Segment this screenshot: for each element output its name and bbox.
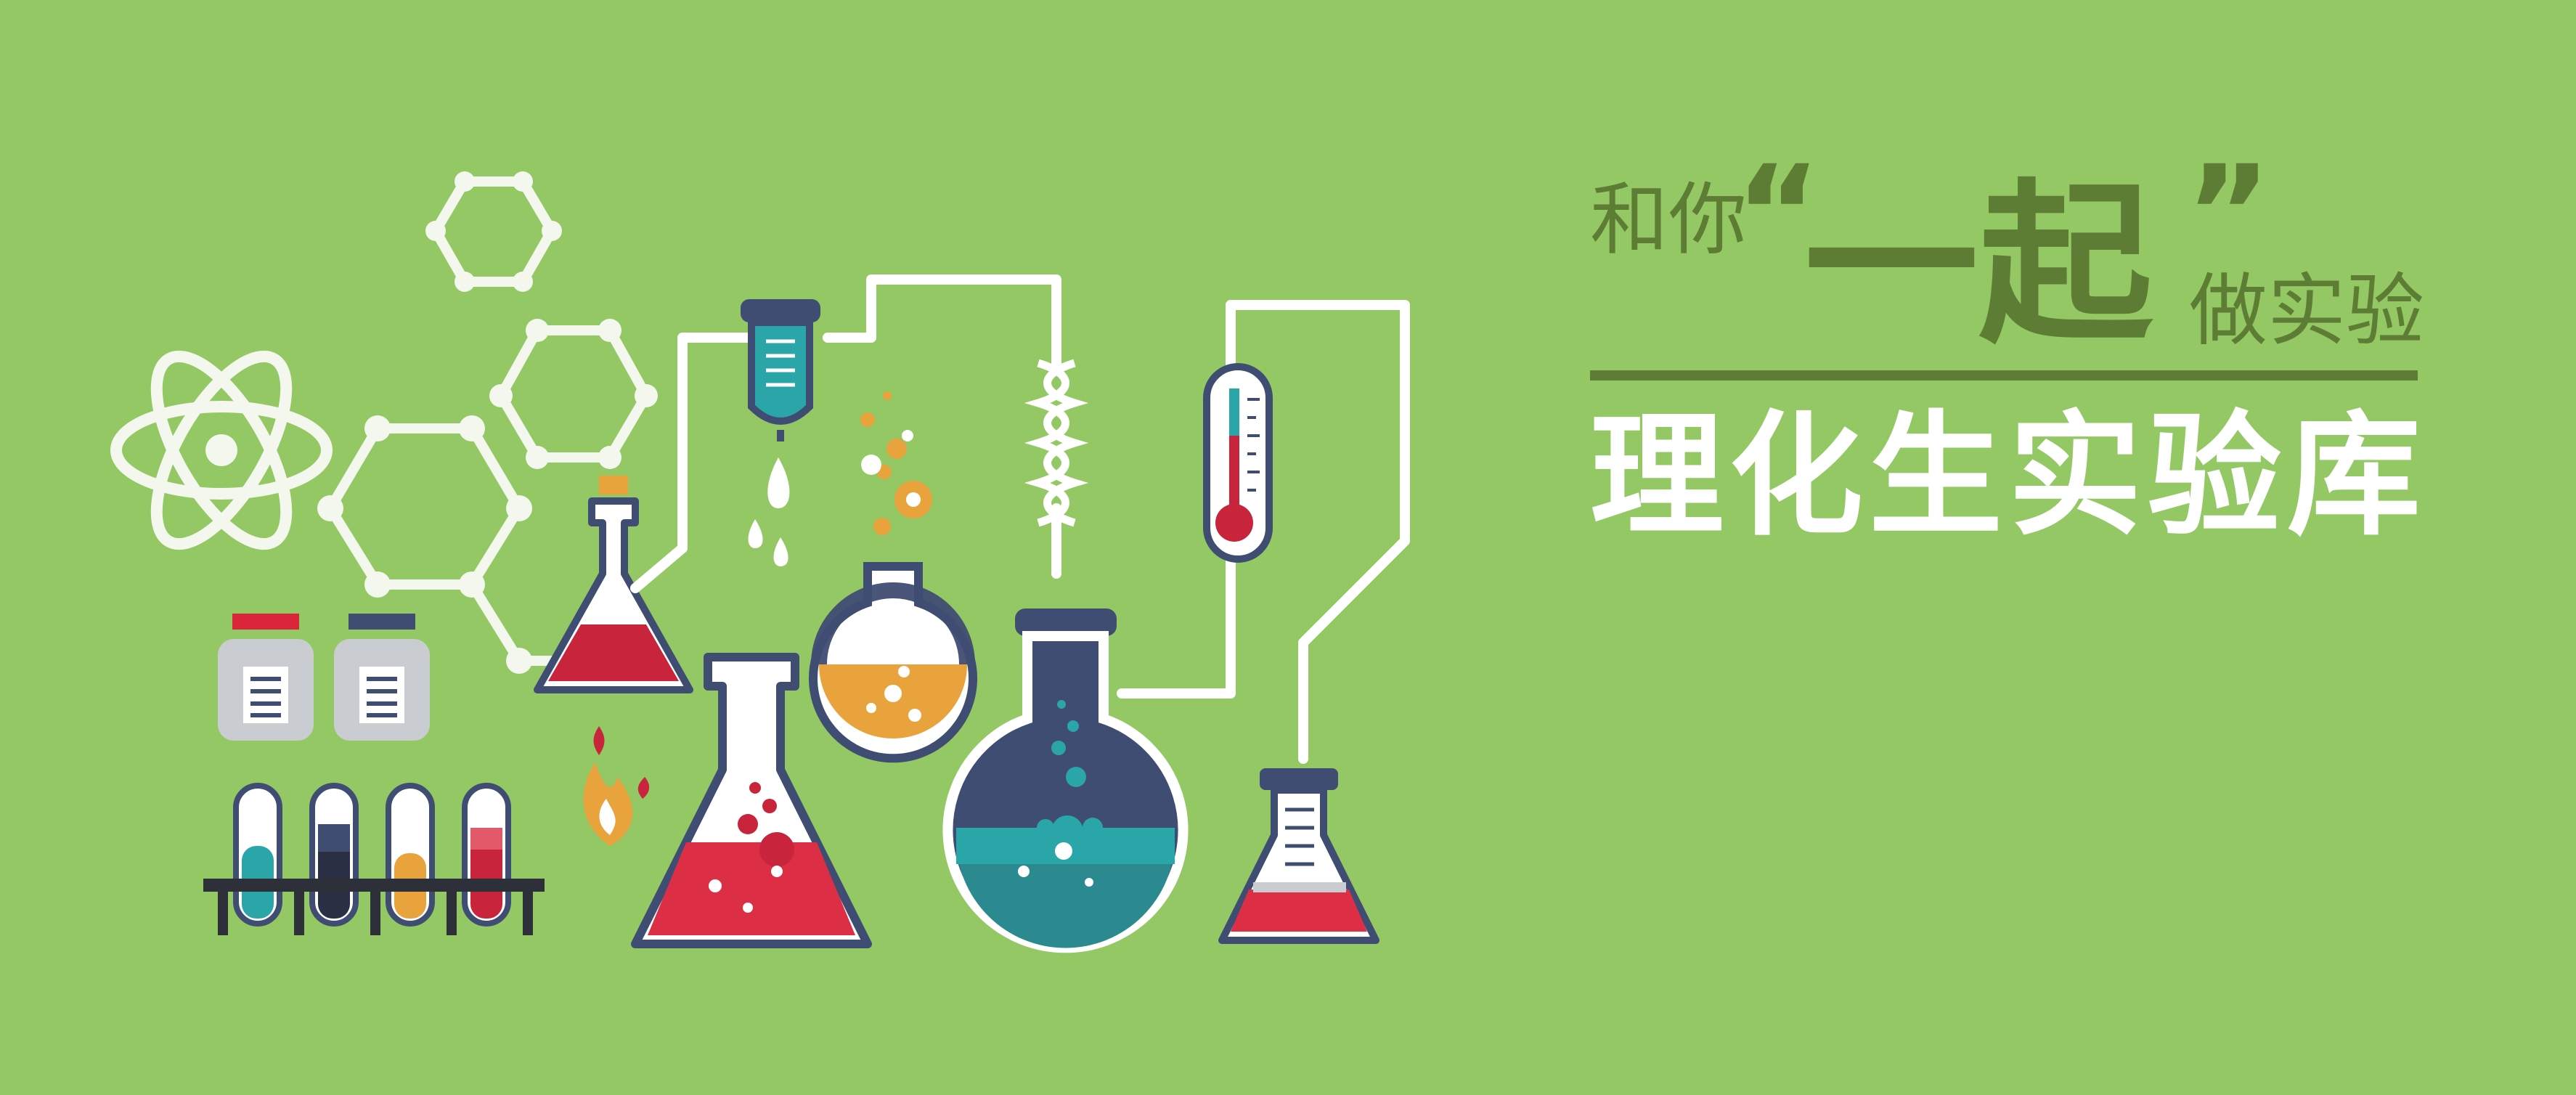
- reagent-bottle-icon: [334, 614, 430, 741]
- page-title: 理化生实验库: [1590, 399, 2427, 554]
- atom-icon: [110, 350, 333, 550]
- tagline-open-quote: “: [1735, 138, 1822, 290]
- test-tube-rack-icon: [203, 783, 545, 935]
- round-flask-icon: [809, 562, 977, 763]
- title-divider: [1590, 370, 2418, 380]
- round-flask-icon: [942, 608, 1189, 953]
- lab-illustration: [110, 171, 1410, 953]
- tagline-emphasis: 一起: [1804, 163, 2153, 367]
- erlenmeyer-flask-icon: [1218, 768, 1379, 944]
- tagline-lead: 和你: [1590, 175, 1748, 266]
- tagline-tail: 做实验: [2189, 266, 2425, 357]
- erlenmeyer-flask-icon: [631, 653, 872, 948]
- tagline-close-quote: ”: [2185, 138, 2272, 290]
- erlenmeyer-flask-icon: [534, 476, 693, 693]
- flame-icon: [583, 726, 650, 846]
- thermometer-icon: [1203, 363, 1273, 563]
- reagent-bottle-icon: [218, 614, 314, 741]
- coil-tube-icon: [1024, 359, 1089, 527]
- tagline: 和你 “ 一起 ” 做实验: [1583, 149, 2425, 374]
- dropper-icon: [741, 299, 820, 566]
